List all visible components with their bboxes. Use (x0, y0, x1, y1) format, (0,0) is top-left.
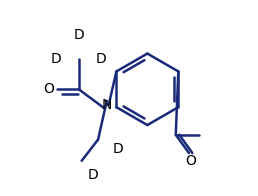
Text: D: D (88, 168, 99, 182)
Text: D: D (73, 28, 84, 42)
Text: D: D (96, 52, 106, 66)
Text: D: D (113, 142, 124, 156)
Text: O: O (43, 82, 54, 96)
Text: D: D (50, 52, 61, 66)
Text: N: N (102, 98, 112, 112)
Text: O: O (186, 154, 196, 168)
